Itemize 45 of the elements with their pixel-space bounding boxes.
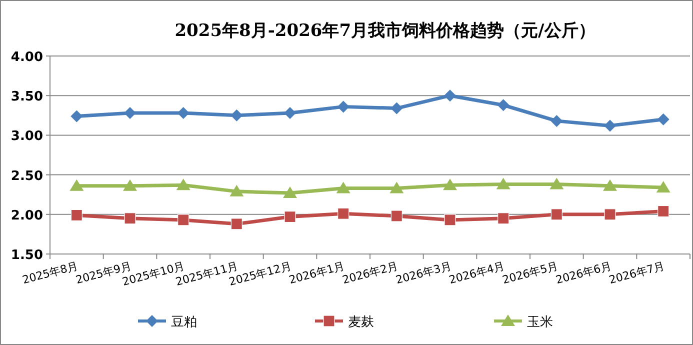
point bbox=[70, 179, 84, 191]
point bbox=[124, 212, 136, 224]
point bbox=[498, 212, 510, 224]
y-tick-label: 3.00 bbox=[10, 129, 43, 144]
y-tick-label: 2.50 bbox=[10, 168, 43, 184]
legend-label: 玉米 bbox=[527, 315, 553, 330]
point bbox=[604, 208, 616, 220]
point bbox=[550, 208, 562, 220]
y-tick-label: 1.50 bbox=[10, 248, 43, 263]
point bbox=[656, 180, 670, 192]
point bbox=[337, 100, 350, 113]
point bbox=[603, 179, 617, 191]
point bbox=[70, 209, 82, 221]
point bbox=[550, 114, 563, 127]
point bbox=[338, 208, 350, 220]
point bbox=[70, 110, 83, 122]
point bbox=[336, 182, 350, 194]
point bbox=[444, 214, 456, 226]
point bbox=[390, 210, 402, 222]
point bbox=[604, 120, 616, 132]
legend-label: 豆粕 bbox=[171, 315, 197, 330]
point bbox=[390, 182, 404, 194]
point bbox=[550, 178, 564, 190]
point bbox=[124, 107, 136, 120]
point bbox=[496, 178, 510, 190]
y-tick-label: 4.00 bbox=[10, 50, 43, 65]
point bbox=[497, 99, 510, 112]
point bbox=[443, 178, 457, 190]
title: 2025年8月-2026年7月我市饲料价格趋势（元/公斤） bbox=[174, 21, 596, 41]
point bbox=[230, 184, 244, 196]
point bbox=[230, 109, 243, 122]
point bbox=[178, 214, 190, 226]
point bbox=[390, 102, 403, 114]
legend-label: 麦麸 bbox=[348, 315, 374, 330]
point bbox=[444, 90, 456, 102]
point bbox=[283, 186, 297, 198]
point bbox=[176, 178, 190, 190]
point bbox=[230, 218, 242, 230]
y-tick-label: 2.00 bbox=[10, 208, 43, 224]
point bbox=[284, 107, 296, 120]
point bbox=[123, 179, 137, 191]
point bbox=[657, 113, 670, 126]
point bbox=[284, 210, 296, 223]
y-tick-label: 3.50 bbox=[10, 90, 43, 105]
point bbox=[658, 205, 670, 218]
